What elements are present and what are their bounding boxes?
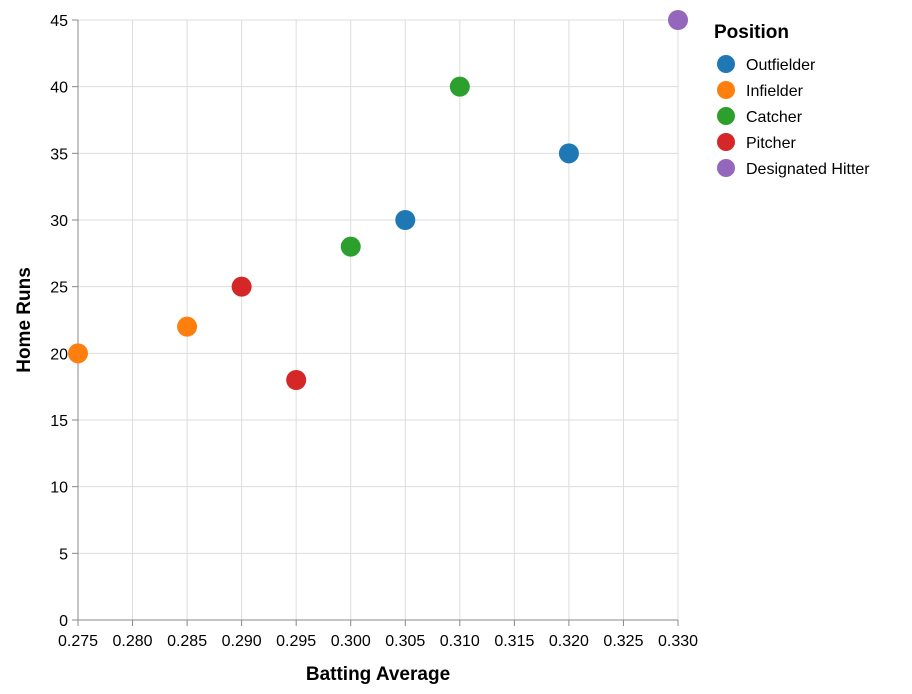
point-infielder [68,343,88,364]
point-designated-hitter [668,10,688,30]
x-tick-label: 0.330 [658,633,698,650]
axes [77,20,678,621]
y-tick-label: 5 [59,546,68,563]
point-pitcher [286,370,307,390]
y-tick-label: 30 [50,213,68,230]
point-outfielder [395,210,416,230]
y-tick-label: 45 [50,13,68,30]
grid [77,19,679,621]
legend-swatch-infielder [717,81,735,99]
legend-swatch-catcher [717,107,735,125]
x-axis-ticks: 0.275 0.280 0.285 0.290 0.295 0.300 0.305 0.310… [58,620,698,650]
x-tick-label: 0.275 [58,633,98,650]
y-axis-title: Home Runs [14,267,35,373]
point-catcher [340,236,361,257]
y-tick-label: 40 [50,80,68,97]
x-tick-label: 0.295 [276,633,316,650]
x-tick-label: 0.325 [603,633,643,650]
legend-swatch-pitcher [717,133,735,151]
legend-label-outfielder: Outfielder [746,57,816,74]
y-axis-ticks: 0 5 10 15 20 25 30 35 40 45 [50,13,78,630]
x-tick-label: 0.285 [167,633,207,650]
y-tick-label: 10 [50,480,68,497]
legend-title: Position [714,22,789,43]
y-tick-label: 0 [59,613,68,630]
legend-swatch-outfielder [717,55,735,73]
x-axis-title: Batting Average [306,664,450,685]
legend-swatch-designated-hitter [717,159,735,177]
legend-label-catcher: Catcher [746,109,803,126]
legend-label-designated-hitter: Designated Hitter [746,161,870,178]
x-tick-label: 0.280 [113,633,153,650]
x-tick-label: 0.310 [440,633,480,650]
legend-label-pitcher: Pitcher [746,135,796,152]
x-tick-label: 0.300 [331,633,371,650]
point-pitcher [231,276,252,297]
data-points [68,10,688,390]
legend-entries: Outfielder Infielder Catcher Pitcher Designa… [717,55,870,178]
x-tick-label: 0.315 [494,633,534,650]
y-tick-label: 35 [50,146,68,163]
x-tick-label: 0.320 [549,633,589,650]
point-catcher [449,76,470,97]
y-tick-label: 15 [50,413,68,430]
y-tick-label: 20 [50,346,68,363]
point-outfielder [558,143,579,164]
point-infielder [177,316,198,337]
y-tick-label: 25 [50,280,68,297]
x-tick-label: 0.305 [385,633,425,650]
legend-label-infielder: Infielder [746,83,804,100]
x-tick-label: 0.290 [222,633,262,650]
legend: Position Outfielder Infielder Catcher Pitch… [714,22,870,178]
